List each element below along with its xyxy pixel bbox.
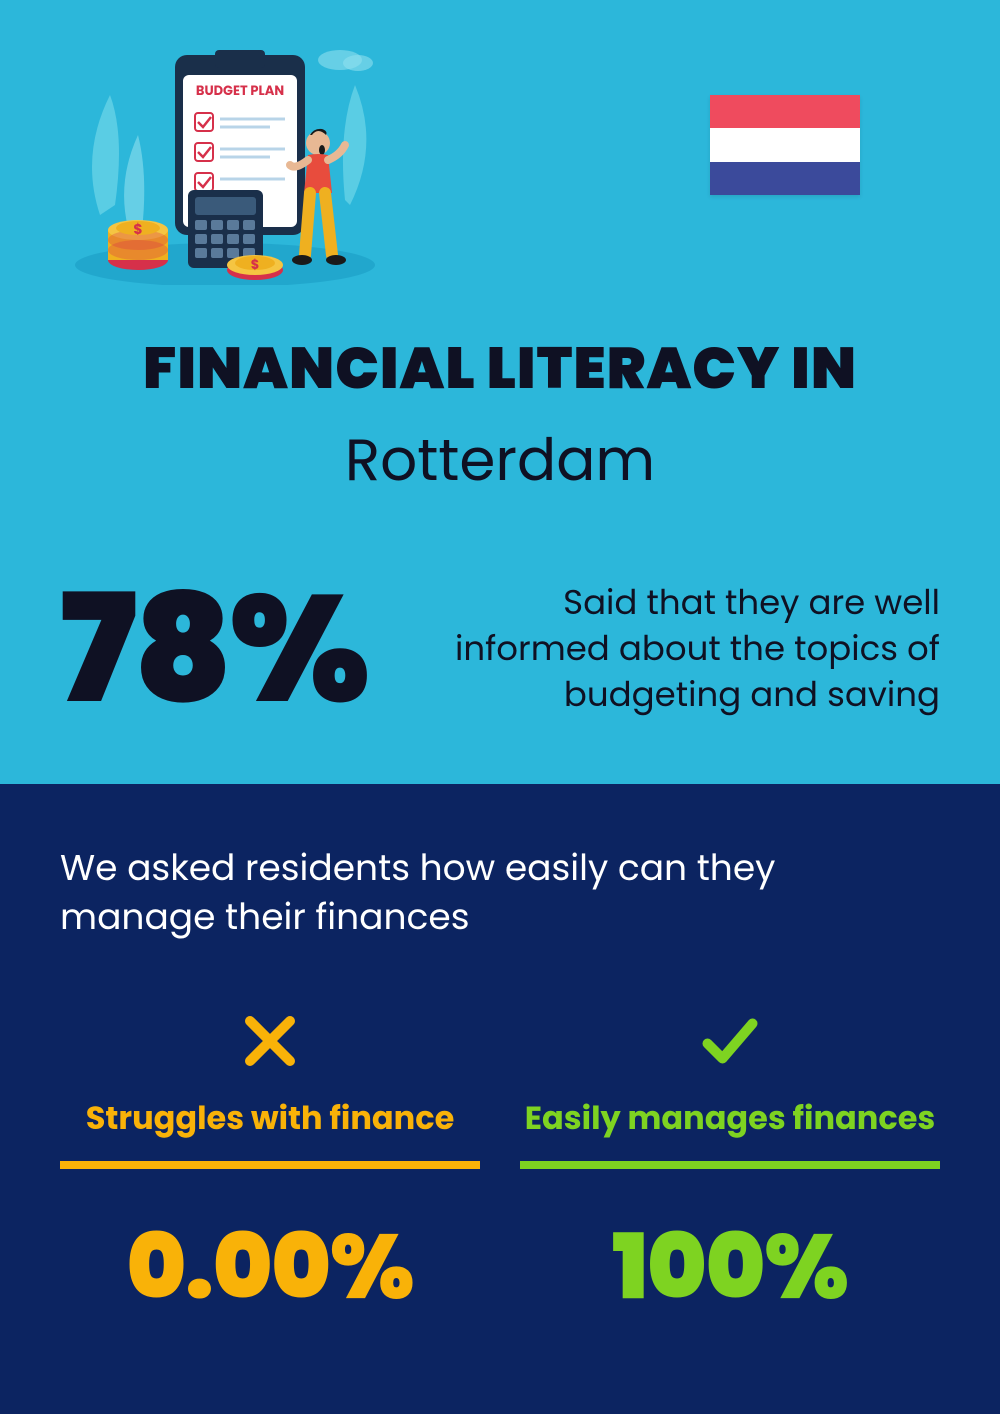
title-line2: Rotterdam xyxy=(60,417,940,504)
budget-plan-label: BUDGET PLAN xyxy=(196,81,284,100)
easy-divider xyxy=(520,1161,940,1169)
check-icon xyxy=(520,1011,940,1080)
svg-text:$: $ xyxy=(133,219,142,239)
metric-easy: Easily manages finances 100% xyxy=(520,1011,940,1335)
flag-stripe-red xyxy=(710,95,860,128)
bottom-section: We asked residents how easily can they m… xyxy=(0,784,1000,1414)
svg-text:$: $ xyxy=(251,255,260,274)
top-section: BUDGET PLAN xyxy=(0,0,1000,784)
struggles-value: 0.00% xyxy=(60,1199,480,1335)
easy-value: 100% xyxy=(520,1199,940,1335)
struggles-divider xyxy=(60,1161,480,1169)
title-line1: FINANCIAL LITERACY IN xyxy=(60,325,940,412)
question-text: We asked residents how easily can they m… xyxy=(60,844,940,941)
headline-percent: 78% xyxy=(60,574,367,724)
headline-text: Said that they are well informed about t… xyxy=(407,580,940,718)
easy-label: Easily manages finances xyxy=(520,1095,940,1143)
headline-stat: 78% Said that they are well informed abo… xyxy=(60,574,940,724)
infographic-page: BUDGET PLAN xyxy=(0,0,1000,1414)
title-block: FINANCIAL LITERACY IN Rotterdam xyxy=(60,325,940,504)
metric-struggles: Struggles with finance 0.00% xyxy=(60,1011,480,1335)
struggles-label: Struggles with finance xyxy=(60,1095,480,1143)
flag-stripe-white xyxy=(710,128,860,161)
metrics-row: Struggles with finance 0.00% Easily mana… xyxy=(60,1011,940,1335)
netherlands-flag xyxy=(710,95,860,195)
flag-stripe-blue xyxy=(710,162,860,195)
header-row: BUDGET PLAN xyxy=(60,35,940,285)
cross-icon xyxy=(60,1011,480,1080)
budget-illustration: BUDGET PLAN xyxy=(60,35,390,285)
